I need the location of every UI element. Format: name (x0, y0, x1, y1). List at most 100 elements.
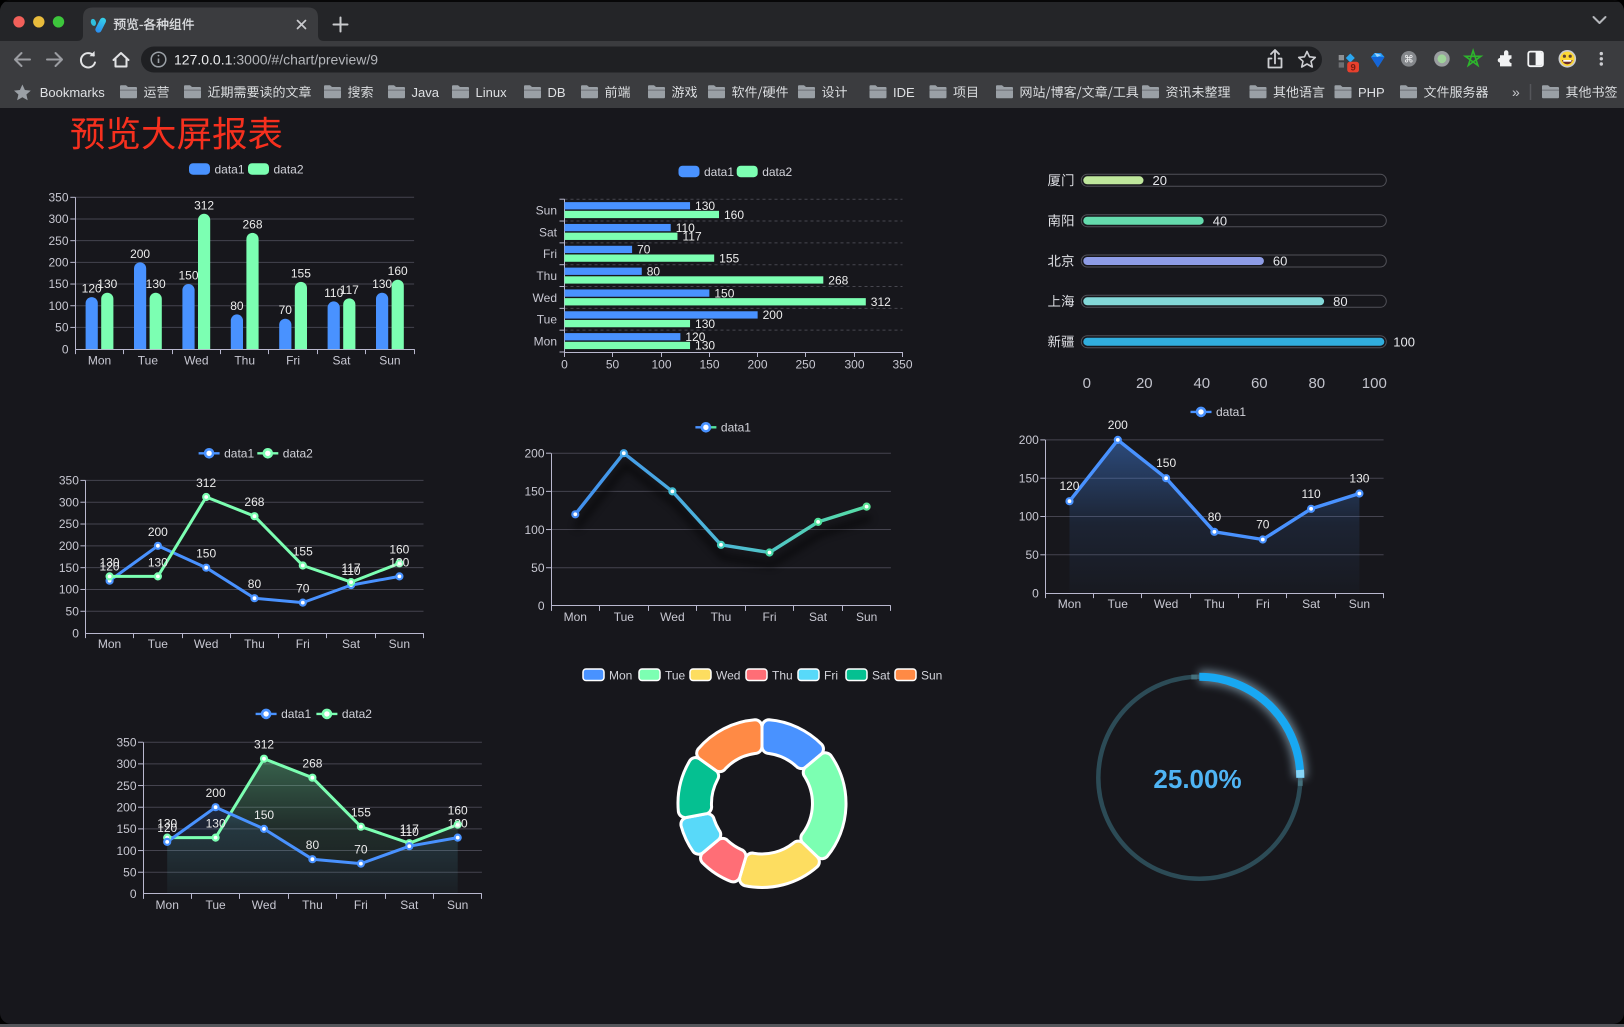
svg-text:150: 150 (196, 547, 216, 561)
svg-text:60: 60 (1251, 375, 1268, 392)
svg-text:Fri: Fri (296, 637, 310, 651)
svg-text:100: 100 (1019, 510, 1039, 524)
svg-text:350: 350 (892, 358, 912, 372)
svg-text:Sun: Sun (1349, 597, 1370, 611)
svg-text:130: 130 (695, 317, 715, 331)
svg-text:312: 312 (871, 295, 891, 309)
svg-text:268: 268 (302, 757, 322, 771)
svg-text:Wed: Wed (533, 291, 557, 305)
svg-text:70: 70 (296, 582, 310, 596)
svg-text:DB: DB (548, 85, 566, 100)
svg-text:127.0.0.1: 127.0.0.1 (174, 52, 233, 68)
svg-text:155: 155 (719, 251, 739, 265)
svg-text:data1: data1 (704, 165, 734, 179)
svg-text:312: 312 (194, 198, 214, 212)
svg-text:200: 200 (206, 786, 226, 800)
svg-text:155: 155 (293, 544, 313, 558)
svg-text:200: 200 (116, 800, 136, 814)
svg-text:130: 130 (146, 277, 166, 291)
svg-text:130: 130 (157, 817, 177, 831)
svg-text:100: 100 (1362, 375, 1387, 392)
svg-text:312: 312 (254, 738, 274, 752)
svg-text:Sat: Sat (400, 898, 419, 912)
svg-text:Tue: Tue (537, 313, 558, 327)
svg-text:Tue: Tue (206, 898, 227, 912)
svg-text:Fri: Fri (354, 898, 368, 912)
svg-text:PHP: PHP (1358, 85, 1385, 100)
svg-text:80: 80 (647, 265, 661, 279)
svg-text:100: 100 (651, 358, 671, 372)
svg-text:130: 130 (695, 339, 715, 353)
svg-text:50: 50 (1025, 548, 1039, 562)
svg-text:Fri: Fri (286, 354, 300, 368)
svg-text:150: 150 (524, 485, 544, 499)
svg-text:80: 80 (1308, 375, 1325, 392)
svg-text:312: 312 (196, 476, 216, 490)
svg-text:117: 117 (341, 561, 360, 575)
svg-text:268: 268 (242, 217, 262, 231)
svg-text:350: 350 (48, 191, 68, 205)
svg-text:»: » (1512, 84, 1520, 100)
svg-text:300: 300 (48, 212, 68, 226)
svg-text:110: 110 (1302, 487, 1321, 501)
svg-text:Wed: Wed (660, 610, 684, 624)
svg-text:⌘: ⌘ (1404, 54, 1414, 65)
svg-text:110: 110 (324, 286, 343, 300)
svg-text:300: 300 (844, 358, 864, 372)
svg-text:data2: data2 (274, 162, 304, 176)
svg-text:20: 20 (1153, 173, 1167, 188)
svg-text:100: 100 (524, 523, 544, 537)
svg-text:Wed: Wed (716, 669, 740, 683)
svg-text:117: 117 (400, 822, 419, 836)
svg-text:Sun: Sun (379, 354, 400, 368)
svg-text:117: 117 (340, 283, 359, 297)
svg-text:130: 130 (100, 555, 120, 569)
svg-text:268: 268 (828, 273, 848, 287)
svg-text:50: 50 (123, 865, 137, 879)
svg-text:160: 160 (448, 804, 468, 818)
svg-text:250: 250 (795, 358, 815, 372)
svg-text:200: 200 (148, 525, 168, 539)
svg-text:150: 150 (59, 561, 79, 575)
svg-text:Wed: Wed (252, 898, 276, 912)
svg-text:70: 70 (637, 243, 651, 257)
svg-text:Tue: Tue (1108, 597, 1129, 611)
svg-text:130: 130 (206, 817, 226, 831)
svg-text:Thu: Thu (1204, 597, 1225, 611)
svg-text:250: 250 (116, 779, 136, 793)
svg-text:Sun: Sun (447, 898, 468, 912)
svg-text:200: 200 (130, 247, 150, 261)
svg-text:200: 200 (48, 256, 68, 270)
svg-text:130: 130 (97, 277, 117, 291)
svg-text:50: 50 (606, 358, 620, 372)
svg-text:150: 150 (254, 808, 274, 822)
svg-text:Mon: Mon (1058, 597, 1081, 611)
svg-text:Mon: Mon (98, 637, 121, 651)
svg-text:200: 200 (524, 446, 544, 460)
svg-text:Wed: Wed (1154, 597, 1178, 611)
svg-text:120: 120 (82, 282, 102, 296)
svg-text:160: 160 (724, 208, 744, 222)
svg-text:50: 50 (531, 561, 545, 575)
svg-text:Fri: Fri (1256, 597, 1270, 611)
svg-text:9: 9 (1350, 63, 1355, 74)
svg-text:130: 130 (372, 277, 392, 291)
svg-text:110: 110 (400, 825, 419, 839)
svg-text:130: 130 (389, 555, 409, 569)
svg-text:70: 70 (1256, 517, 1270, 531)
svg-text:70: 70 (279, 303, 293, 317)
svg-text:50: 50 (66, 604, 80, 618)
svg-text:200: 200 (59, 539, 79, 553)
svg-text:Sat: Sat (539, 225, 558, 239)
svg-text:40: 40 (1213, 213, 1227, 228)
svg-text:200: 200 (747, 358, 767, 372)
svg-text:120: 120 (157, 821, 177, 835)
svg-text:Mon: Mon (534, 334, 557, 348)
svg-text:100: 100 (1393, 334, 1415, 349)
svg-text:130: 130 (148, 555, 168, 569)
svg-text:250: 250 (59, 517, 79, 531)
svg-text:Tue: Tue (614, 610, 635, 624)
svg-text:Sat: Sat (332, 354, 351, 368)
svg-text:80: 80 (306, 838, 320, 852)
svg-text:350: 350 (116, 735, 136, 749)
